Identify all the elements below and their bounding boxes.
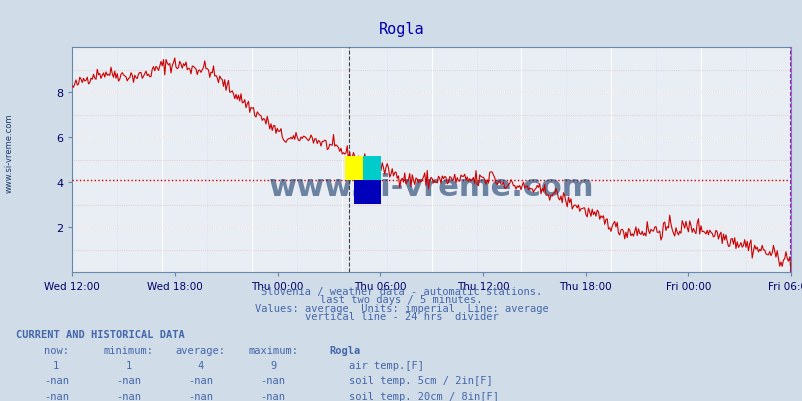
Text: -nan: -nan (260, 375, 286, 385)
Text: Slovenia / weather data - automatic stations.: Slovenia / weather data - automatic stat… (261, 287, 541, 297)
Bar (354, 180, 381, 205)
Bar (363, 156, 381, 180)
Text: CURRENT AND HISTORICAL DATA: CURRENT AND HISTORICAL DATA (16, 329, 184, 339)
Text: average:: average: (176, 345, 225, 355)
Text: -nan: -nan (115, 391, 141, 401)
Text: minimum:: minimum: (103, 345, 153, 355)
Text: maximum:: maximum: (248, 345, 298, 355)
Bar (345, 156, 363, 180)
Text: -nan: -nan (115, 375, 141, 385)
Text: soil temp. 20cm / 8in[F]: soil temp. 20cm / 8in[F] (349, 391, 499, 401)
Text: Values: average  Units: imperial  Line: average: Values: average Units: imperial Line: av… (254, 303, 548, 313)
Text: -nan: -nan (260, 391, 286, 401)
Text: 4: 4 (197, 360, 204, 370)
Text: Rogla: Rogla (379, 22, 423, 37)
Text: soil temp. 5cm / 2in[F]: soil temp. 5cm / 2in[F] (349, 375, 492, 385)
Text: vertical line - 24 hrs  divider: vertical line - 24 hrs divider (304, 311, 498, 321)
Text: -nan: -nan (43, 375, 69, 385)
Text: Rogla: Rogla (330, 345, 360, 355)
Text: -nan: -nan (188, 391, 213, 401)
Text: -nan: -nan (188, 375, 213, 385)
Text: 1: 1 (125, 360, 132, 370)
Text: now:: now: (43, 345, 69, 355)
Text: www.si-vreme.com: www.si-vreme.com (269, 173, 593, 202)
Text: air temp.[F]: air temp.[F] (349, 360, 423, 370)
Text: www.si-vreme.com: www.si-vreme.com (5, 113, 14, 192)
Text: -nan: -nan (43, 391, 69, 401)
Text: 1: 1 (53, 360, 59, 370)
Text: 9: 9 (269, 360, 276, 370)
Text: last two days / 5 minutes.: last two days / 5 minutes. (320, 295, 482, 305)
